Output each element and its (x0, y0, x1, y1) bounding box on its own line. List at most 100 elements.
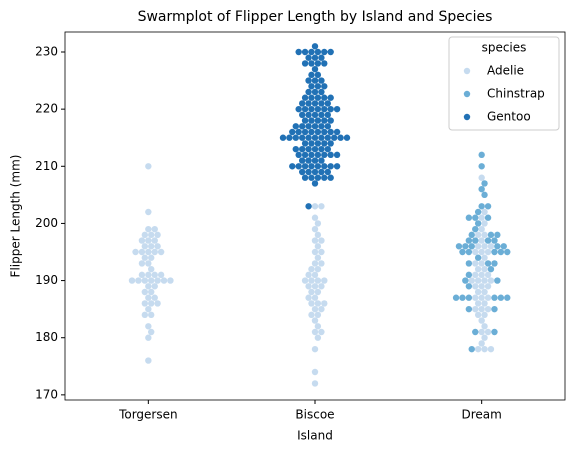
data-point (305, 100, 312, 107)
data-point (292, 123, 299, 130)
data-point (305, 203, 312, 210)
data-point (504, 248, 511, 256)
data-point (333, 163, 341, 170)
data-point (305, 111, 312, 119)
data-point (301, 151, 309, 159)
data-point (324, 145, 331, 153)
data-point (491, 305, 498, 313)
data-point (321, 60, 328, 67)
data-point (343, 134, 351, 141)
data-point (311, 100, 319, 107)
data-point (472, 328, 479, 336)
data-point (308, 105, 315, 113)
data-point (333, 151, 341, 159)
y-tick-label: 220 (35, 102, 58, 116)
data-point (455, 243, 463, 250)
data-point (472, 283, 479, 290)
data-point (145, 260, 152, 267)
legend-label: Adelie (487, 64, 524, 78)
data-point (148, 243, 155, 250)
data-point (141, 288, 149, 296)
data-point (148, 277, 155, 284)
data-point (314, 71, 322, 79)
data-point (318, 283, 325, 290)
data-point (308, 311, 315, 319)
data-point (305, 145, 312, 153)
data-point (308, 277, 315, 284)
data-point (478, 203, 485, 210)
legend-marker (463, 67, 471, 75)
data-point (308, 288, 315, 296)
data-point (481, 323, 488, 330)
data-point (481, 300, 488, 307)
data-point (478, 151, 485, 159)
data-point (481, 345, 488, 353)
data-point (132, 248, 139, 256)
data-point (154, 243, 161, 250)
data-point (145, 357, 152, 364)
data-point (474, 288, 482, 296)
data-point (465, 283, 473, 290)
data-point (324, 123, 331, 130)
data-point (478, 271, 485, 279)
data-point (321, 163, 328, 170)
data-point (478, 163, 485, 170)
data-point (167, 277, 174, 284)
data-point (491, 237, 498, 244)
data-point (311, 317, 319, 324)
data-point (331, 134, 338, 141)
data-point (318, 260, 325, 267)
data-point (324, 100, 331, 107)
data-point (311, 294, 319, 301)
data-point (138, 248, 146, 256)
data-point (311, 88, 319, 96)
data-point (292, 134, 299, 141)
data-point (327, 140, 334, 147)
data-point (478, 260, 485, 267)
data-point (295, 151, 302, 159)
data-point (299, 168, 306, 176)
data-point (301, 117, 309, 124)
data-point (314, 83, 322, 90)
data-point (474, 345, 482, 353)
data-point (327, 94, 334, 101)
data-point (148, 328, 155, 336)
data-point (308, 140, 315, 147)
data-point (154, 277, 161, 284)
data-point (301, 48, 309, 56)
y-tick-label: 210 (35, 159, 58, 173)
data-point (314, 140, 322, 147)
data-point (311, 180, 319, 187)
data-point (318, 328, 325, 336)
data-point (295, 163, 302, 170)
data-point (301, 128, 309, 136)
data-point (311, 237, 319, 244)
data-point (472, 248, 479, 256)
data-point (141, 254, 149, 261)
data-point (321, 174, 328, 181)
data-point (314, 334, 322, 341)
data-point (472, 237, 479, 244)
data-point (462, 277, 469, 284)
data-point (481, 265, 488, 273)
data-point (318, 134, 325, 141)
data-point (301, 105, 309, 113)
data-point (311, 248, 319, 256)
data-point (474, 277, 482, 284)
data-point (478, 237, 485, 244)
data-point (151, 225, 158, 233)
data-point (481, 311, 488, 319)
data-point (311, 65, 319, 73)
data-point (308, 71, 315, 79)
data-point (311, 368, 319, 376)
data-point (481, 243, 488, 250)
data-point (478, 305, 485, 313)
data-point (318, 100, 325, 107)
data-point (484, 271, 492, 279)
data-point (311, 380, 319, 387)
data-point (327, 163, 334, 170)
data-point (305, 77, 312, 84)
data-point (299, 100, 306, 107)
data-point (311, 123, 319, 130)
data-point (321, 140, 328, 147)
